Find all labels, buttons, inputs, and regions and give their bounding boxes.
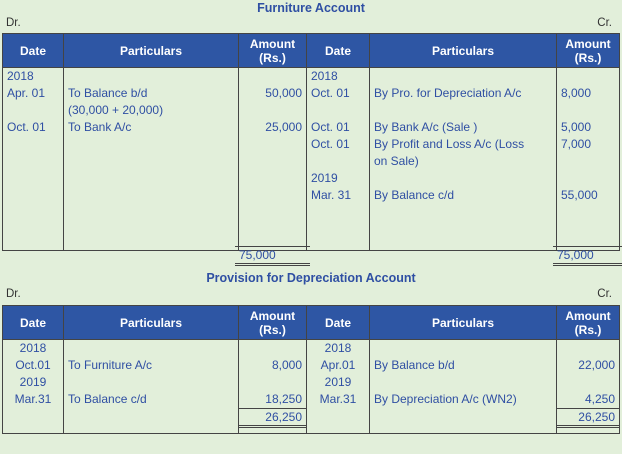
debit-particulars: To Furniture A/c To Balance c/d [63, 339, 239, 434]
date-cell: Oct. 01 [7, 120, 46, 134]
header-amount-unit: (Rs.) [259, 322, 286, 337]
provision-body-row: 2018 Oct.01 2019 Mar.31 To Furniture A/c… [2, 339, 620, 434]
furniture-account-title: Furniture Account [257, 1, 365, 15]
date-cell: Mar. 31 [311, 188, 352, 202]
amount-cell: 55,000 [561, 188, 598, 202]
particulars-cell: To Bank A/c [68, 120, 132, 134]
credit-dates: 2018 Oct. 01 Oct. 01 Oct. 01 2019 Mar. 3… [306, 67, 370, 251]
header-particulars-debit: Particulars [63, 33, 239, 68]
particulars-cell: By Profit and Loss A/c (Loss [374, 137, 525, 151]
date-cell: 2018 [324, 341, 352, 355]
particulars-cell: By Pro. for Depreciation A/c [374, 86, 522, 100]
date-cell: 2018 [311, 69, 338, 83]
date-cell: Apr. 01 [7, 86, 46, 100]
credit-particulars: By Balance b/d By Depreciation A/c (WN2) [369, 339, 557, 434]
particulars-cell: By Balance c/d [374, 188, 455, 202]
provision-account-title: Provision for Depreciation Account [206, 271, 416, 285]
amount-cell: 8,000 [561, 86, 592, 100]
header-particulars-credit: Particulars [369, 33, 557, 68]
credit-total: 75,000 [553, 246, 622, 266]
debit-particulars: To Balance b/d (30,000 + 20,000) To Bank… [63, 67, 239, 251]
credit-amounts: 8,000 5,000 7,000 55,000 75,000 [553, 67, 622, 266]
header-amount-label: Amount [565, 36, 611, 51]
particulars-cell: To Balance b/d [68, 86, 148, 100]
header-particulars-debit: Particulars [63, 305, 239, 340]
particulars-cell: To Furniture A/c [68, 358, 153, 372]
amount-cell: 8,000 [271, 358, 302, 372]
header-date-credit: Date [306, 305, 370, 340]
amount-cell: 7,000 [561, 137, 592, 151]
header-amount-label: Amount [249, 36, 296, 51]
date-cell: 2018 [19, 341, 47, 355]
debit-dates: 2018 Apr. 01 Oct. 01 [2, 67, 64, 251]
particulars-cell: on Sale) [374, 154, 419, 168]
credit-amounts: 22,000 4,250 26,250 [556, 339, 620, 434]
credit-dates: 2018 Apr.01 2019 Mar.31 [306, 339, 370, 434]
date-cell: Mar.31 [319, 392, 357, 406]
header-amount-credit: Amount (Rs.) [556, 305, 620, 340]
header-amount-unit: (Rs.) [259, 50, 286, 65]
furniture-dr-label: Dr. [6, 17, 21, 29]
amount-cell: 18,250 [265, 392, 302, 406]
furniture-cr-label: Cr. [597, 17, 612, 29]
debit-total: 26,250 [239, 408, 306, 428]
furniture-header-row: Date Particulars Amount (Rs.) Date Partic… [2, 33, 620, 68]
amount-cell: 50,000 [265, 86, 302, 100]
credit-particulars: By Pro. for Depreciation A/c By Bank A/c… [369, 67, 557, 251]
particulars-cell: To Balance c/d [68, 392, 147, 406]
date-cell: 2018 [7, 69, 34, 83]
particulars-cell: By Bank A/c (Sale ) [374, 120, 478, 134]
provision-header-row: Date Particulars Amount (Rs.) Date Partic… [2, 305, 620, 340]
date-cell: Mar.31 [14, 392, 52, 406]
header-particulars-credit: Particulars [369, 305, 557, 340]
header-amount-label: Amount [249, 308, 296, 323]
amount-cell: 4,250 [584, 392, 615, 406]
header-amount-unit: (Rs.) [574, 50, 602, 65]
date-cell: Oct. 01 [311, 137, 350, 151]
amount-cell: 5,000 [561, 120, 592, 134]
amount-cell: 22,000 [578, 358, 615, 372]
credit-total: 26,250 [557, 408, 619, 428]
date-cell: Oct.01 [15, 358, 51, 372]
provision-ledger-table: Date Particulars Amount (Rs.) Date Partic… [2, 305, 620, 434]
provision-cr-label: Cr. [597, 288, 612, 300]
furniture-ledger-table: Date Particulars Amount (Rs.) Date Partic… [2, 33, 622, 266]
furniture-body-row: 2018 Apr. 01 Oct. 01 To Balance b/d (30,… [2, 67, 622, 266]
header-amount-debit: Amount (Rs.) [238, 33, 307, 68]
header-amount-debit: Amount (Rs.) [238, 305, 307, 340]
header-amount-unit: (Rs.) [574, 322, 602, 337]
provision-dr-label: Dr. [6, 288, 21, 300]
debit-dates: 2018 Oct.01 2019 Mar.31 [2, 339, 64, 434]
date-cell: 2019 [311, 171, 338, 185]
header-date-debit: Date [2, 33, 64, 68]
header-date-credit: Date [306, 33, 370, 68]
date-cell: 2019 [324, 375, 352, 389]
header-amount-credit: Amount (Rs.) [556, 33, 620, 68]
particulars-cell: By Depreciation A/c (WN2) [374, 392, 517, 406]
amount-cell: 25,000 [265, 120, 302, 134]
particulars-cell: (30,000 + 20,000) [68, 103, 164, 117]
debit-total: 75,000 [235, 246, 310, 266]
debit-amounts: 8,000 18,250 26,250 [238, 339, 307, 434]
date-cell: Oct. 01 [311, 120, 350, 134]
debit-amounts: 50,000 25,000 75,000 [235, 67, 310, 266]
date-cell: Apr.01 [320, 358, 356, 372]
particulars-cell: By Balance b/d [374, 358, 455, 372]
header-date-debit: Date [2, 305, 64, 340]
date-cell: Oct. 01 [311, 86, 350, 100]
header-amount-label: Amount [565, 308, 611, 323]
date-cell: 2019 [19, 375, 47, 389]
